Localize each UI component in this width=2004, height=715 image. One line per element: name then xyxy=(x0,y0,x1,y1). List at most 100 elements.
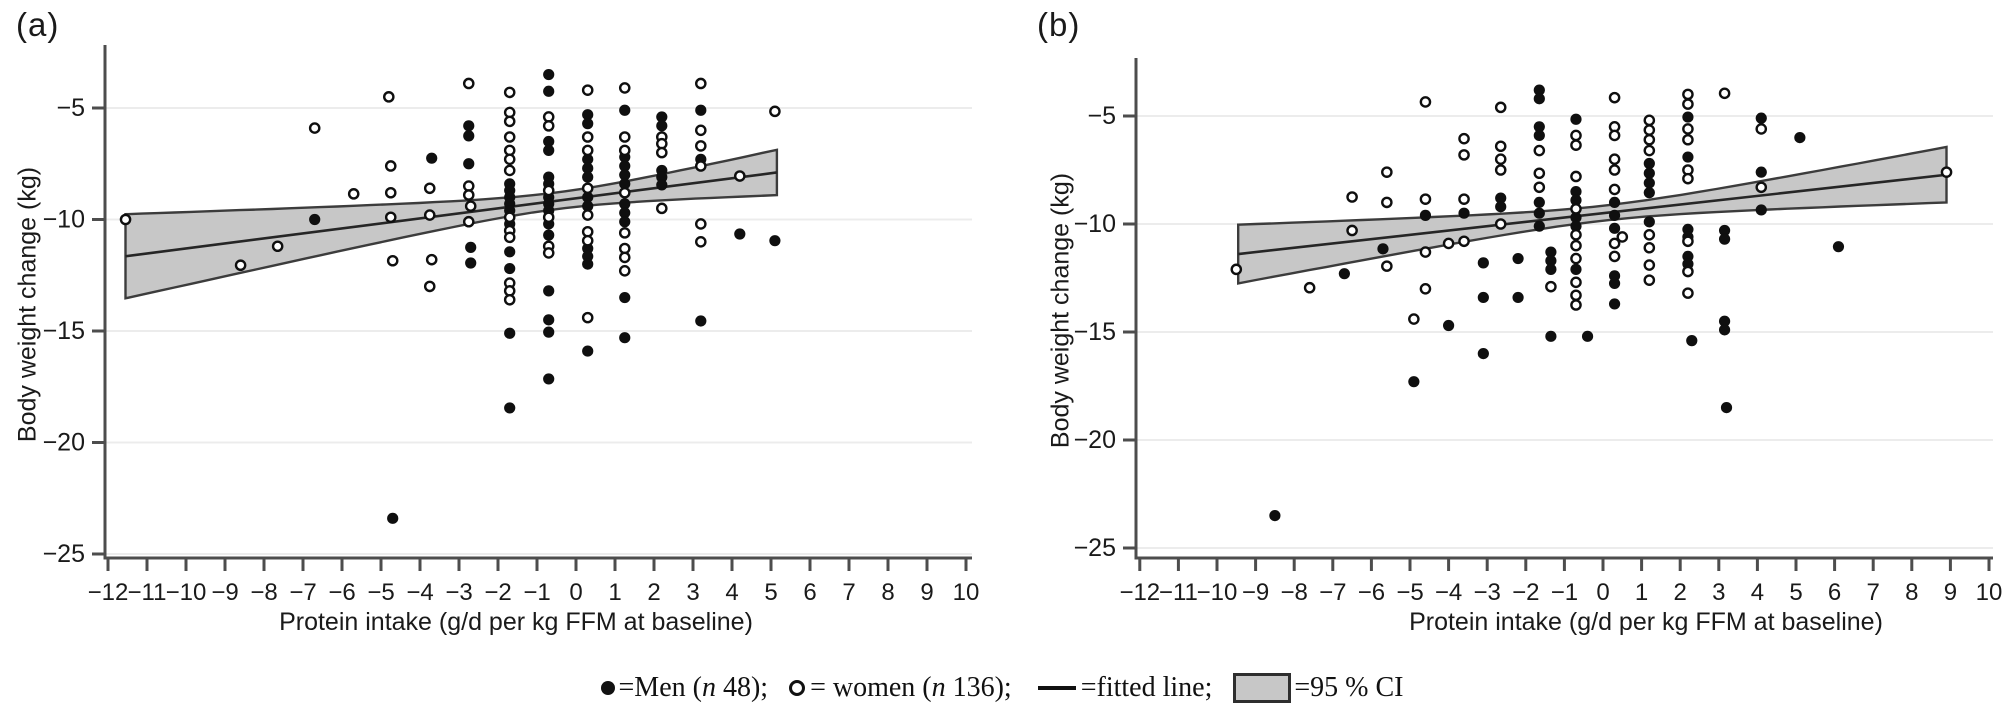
panel-a-y-axis-title: Body weight change (kg) xyxy=(13,166,42,443)
data-point-woman xyxy=(581,311,594,324)
data-point-man xyxy=(1545,246,1557,258)
data-point-woman xyxy=(1545,280,1557,293)
data-point-man xyxy=(1643,216,1655,228)
data-point-woman xyxy=(1755,123,1768,135)
data-point-man xyxy=(1533,84,1545,96)
ci-box-icon xyxy=(1233,673,1292,703)
data-point-man xyxy=(1533,121,1545,133)
data-point-woman xyxy=(1570,289,1582,302)
data-point-woman xyxy=(384,160,397,172)
data-point-woman xyxy=(542,247,555,259)
data-point-woman xyxy=(1682,287,1694,299)
x-tick-label: −8 xyxy=(1281,579,1308,606)
data-point-woman xyxy=(1408,313,1420,325)
data-point-man xyxy=(465,257,477,269)
data-point-woman xyxy=(1682,265,1694,278)
data-point-woman xyxy=(1570,239,1582,252)
data-point-woman xyxy=(1494,218,1507,230)
data-point-man xyxy=(1545,263,1557,275)
y-tick-label: −20 xyxy=(43,429,85,457)
legend-item-men: =Men (n 48); xyxy=(600,672,776,704)
x-tick-label: 5 xyxy=(764,579,777,606)
data-point-man xyxy=(309,213,321,226)
data-point-woman xyxy=(1643,259,1656,271)
data-point-man xyxy=(1512,291,1524,304)
x-tick-label: −10 xyxy=(1197,579,1238,606)
x-tick-label: 2 xyxy=(647,579,660,606)
data-point-woman xyxy=(1682,88,1694,101)
data-point-woman xyxy=(695,124,707,137)
data-point-man xyxy=(543,144,555,156)
data-point-man xyxy=(1495,192,1507,204)
data-point-man xyxy=(582,153,594,165)
data-point-man xyxy=(1686,335,1698,347)
data-point-woman xyxy=(581,84,594,96)
data-point-man xyxy=(504,327,516,339)
x-tick-label: 0 xyxy=(1596,579,1609,606)
data-point-man xyxy=(543,229,555,241)
data-point-man xyxy=(504,246,516,258)
x-tick-label: −2 xyxy=(484,579,511,606)
x-tick-label: 10 xyxy=(953,579,980,606)
data-point-man xyxy=(1533,207,1545,219)
data-point-woman xyxy=(695,77,707,90)
x-tick-label: −6 xyxy=(328,579,355,606)
data-point-man xyxy=(619,291,631,304)
data-point-man xyxy=(1608,196,1621,208)
data-point-man xyxy=(619,198,631,210)
data-point-woman xyxy=(1570,170,1582,183)
x-tick-label: −1 xyxy=(523,579,550,606)
data-point-woman xyxy=(1419,246,1432,258)
data-point-woman xyxy=(581,144,594,157)
data-point-woman xyxy=(1616,231,1629,243)
data-point-man xyxy=(1512,252,1524,265)
data-point-man xyxy=(1755,112,1767,124)
data-point-man xyxy=(1269,509,1281,522)
data-point-man xyxy=(1545,255,1557,267)
legend-women-n: n xyxy=(931,672,946,703)
data-point-woman xyxy=(1419,282,1432,295)
data-point-woman xyxy=(1608,164,1621,176)
data-point-woman xyxy=(769,105,781,118)
data-point-man xyxy=(619,104,631,116)
data-point-man xyxy=(426,152,438,164)
data-point-man xyxy=(504,262,516,275)
data-point-man xyxy=(1682,111,1694,123)
y-tick-label: −5 xyxy=(1087,102,1116,130)
data-point-woman xyxy=(1570,139,1582,151)
data-point-man xyxy=(465,241,477,253)
data-point-man xyxy=(1608,298,1621,310)
legend-women-text: = women ( xyxy=(810,672,932,703)
data-point-man xyxy=(1443,319,1455,332)
data-point-man xyxy=(582,345,594,357)
data-point-woman xyxy=(542,120,555,132)
data-point-woman xyxy=(462,215,475,228)
data-point-woman xyxy=(1419,96,1432,108)
data-point-woman xyxy=(503,153,516,166)
data-point-woman xyxy=(1381,260,1393,272)
data-point-man xyxy=(1832,241,1845,253)
data-point-man xyxy=(1477,348,1489,360)
panel-a-x-axis-title: Protein intake (g/d per kg FFM at baseli… xyxy=(279,608,753,636)
data-point-woman xyxy=(1643,241,1656,254)
data-point-man xyxy=(582,109,594,121)
panel-b-x-axis-title: Protein intake (g/d per kg FFM at baseli… xyxy=(1409,608,1883,636)
data-point-woman xyxy=(347,188,360,200)
y-tick-label: −10 xyxy=(1074,210,1116,238)
data-point-man xyxy=(582,191,594,203)
x-tick-label: 2 xyxy=(1674,579,1687,606)
data-point-woman xyxy=(423,182,436,195)
data-point-woman xyxy=(119,213,132,226)
data-point-woman xyxy=(1608,183,1621,196)
x-tick-label: −7 xyxy=(1319,579,1346,606)
legend-women-count: 136); xyxy=(945,672,1019,703)
data-point-woman xyxy=(1570,228,1582,241)
data-point-man xyxy=(619,169,631,181)
data-point-woman xyxy=(618,251,631,264)
data-point-woman xyxy=(1643,124,1656,136)
panel-a-plot: −5−10−15−20−25−12 −11 −10 −9 −8 −7 −6 −5 −4 −3 −2−… xyxy=(43,45,980,606)
data-point-man xyxy=(656,120,668,132)
data-point-man xyxy=(1570,220,1582,232)
data-point-woman xyxy=(1346,224,1358,237)
data-point-man xyxy=(1608,277,1621,289)
